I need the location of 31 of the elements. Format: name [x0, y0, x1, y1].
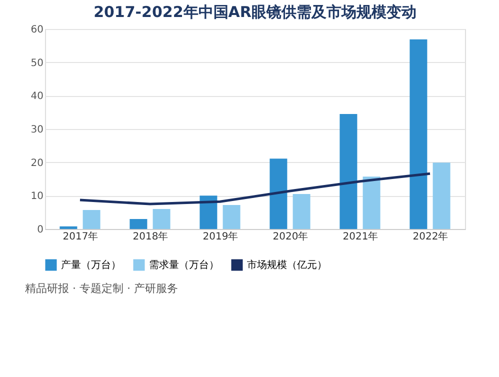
x-tick-label: 2018年 — [132, 230, 168, 242]
x-tick-label: 2022年 — [412, 230, 448, 242]
bar — [82, 210, 100, 229]
x-tick-label: 2019年 — [202, 230, 238, 242]
bar — [130, 219, 148, 229]
x-tick-label: 2021年 — [342, 230, 378, 242]
bar — [60, 226, 78, 229]
y-tick-label: 20 — [30, 158, 44, 169]
bar — [362, 176, 380, 229]
legend-label: 需求量（万台） — [149, 259, 219, 271]
legend-label: 市场规模（亿元） — [247, 259, 327, 271]
bar — [222, 205, 240, 229]
x-tick-label: 2017年 — [62, 230, 98, 242]
y-tick-label: 0 — [37, 224, 44, 236]
y-tick-label: 10 — [30, 191, 44, 202]
text: 精品研报 · 专题定制 · 产研服务 — [25, 282, 178, 295]
x-tick-label: 2020年 — [272, 230, 308, 242]
bar — [410, 39, 428, 229]
y-tick-label: 50 — [30, 58, 44, 69]
legend-label: 产量（万台） — [61, 259, 121, 271]
chart-title: 2017-2022年中国AR眼镜供需及市场规模变动 — [94, 3, 416, 21]
y-tick-label: 60 — [30, 24, 44, 36]
line-series — [78, 172, 432, 206]
bar — [152, 209, 170, 229]
bar — [292, 194, 310, 229]
y-tick-label: 40 — [30, 91, 44, 102]
bar — [340, 114, 358, 229]
bar — [200, 196, 218, 229]
bar — [270, 158, 288, 229]
bar — [432, 162, 450, 229]
y-tick-label: 30 — [30, 124, 44, 136]
